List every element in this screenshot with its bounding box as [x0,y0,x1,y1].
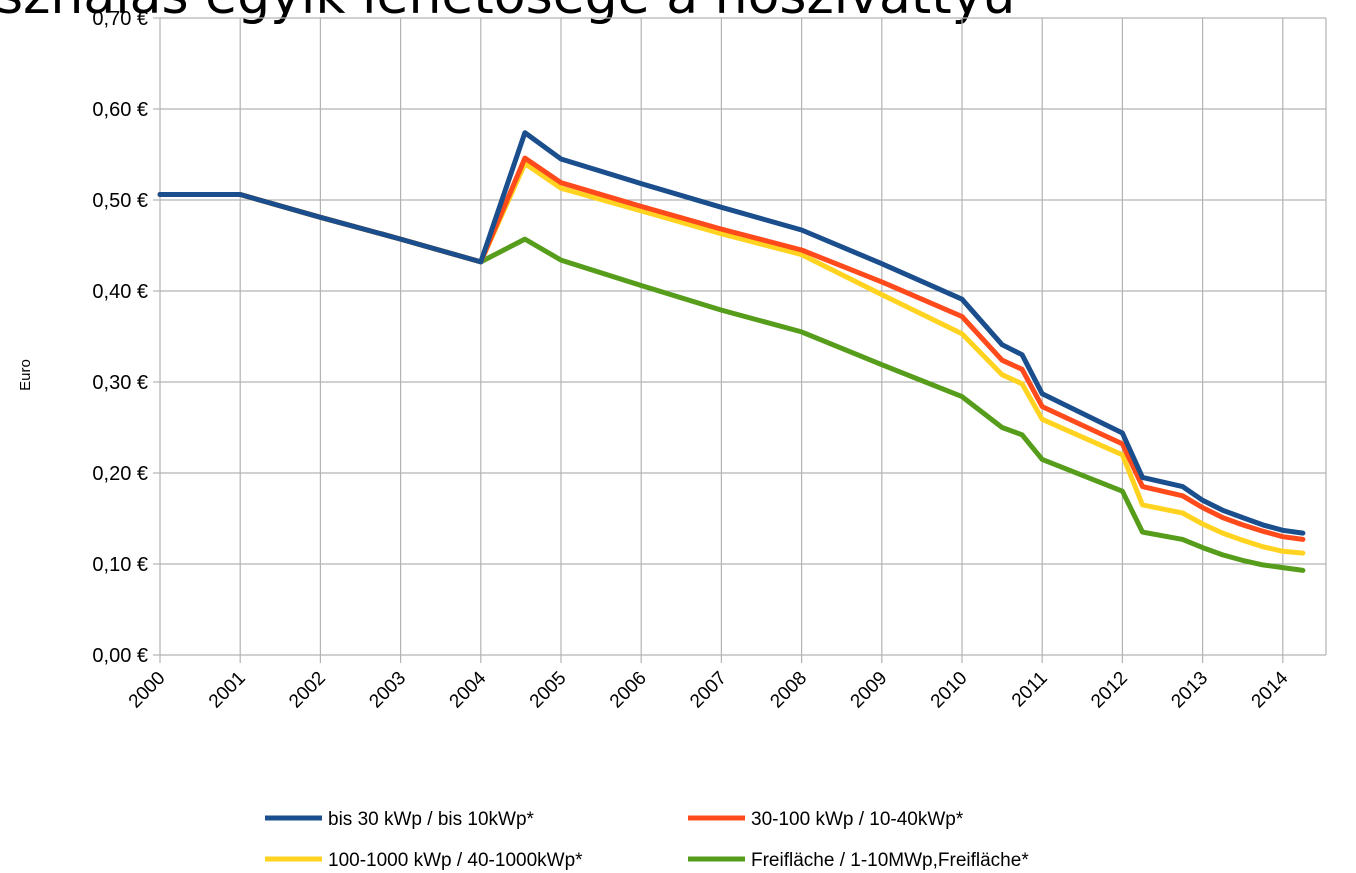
x-tick-label: 2001 [205,668,250,713]
x-tick-label: 2005 [526,668,571,713]
legend-label: 30-100 kWp / 10-40kWp* [751,809,964,830]
y-tick-label: 0,00 € [92,645,148,667]
y-tick-label: 0,10 € [92,554,148,576]
chart-grid [159,17,1327,663]
x-tick-label: 2003 [365,668,410,713]
y-tick-label: 0,30 € [92,372,148,394]
x-tick-label: 2012 [1087,668,1132,713]
x-tick-label: 2008 [766,668,811,713]
chart-series-lines [157,130,1306,573]
y-tick-label: 0,70 € [92,8,148,30]
slide-title: sználás egyik lehetősége a hőszivattyú [0,0,1015,22]
x-tick-label: 2011 [1008,668,1052,712]
x-tick-label: 2007 [686,668,731,713]
legend-label: Freifläche / 1-10MWp,Freifläche* [751,850,1029,871]
y-tick-label: 0,60 € [92,99,148,121]
x-tick-label: 2004 [446,667,491,712]
x-tick-label: 2006 [606,668,651,713]
x-tick-label: 2010 [927,668,972,713]
x-tick-label: 2013 [1167,668,1212,713]
chart-legend: bis 30 kWp / bis 10kWp* 30-100 kWp / 10-4… [265,809,1029,871]
x-tick-label: 2014 [1248,667,1293,712]
chart-axes [153,17,160,656]
legend-label: bis 30 kWp / bis 10kWp* [328,809,535,830]
y-tick-label: 0,20 € [92,463,148,485]
x-tick-label: 2009 [847,668,892,713]
x-axis-ticks: 2000 2001 2002 2003 2004 2005 2006 2007 2008 2009… [125,667,1293,712]
series-line [157,130,1306,536]
legend-label: 100-1000 kWp / 40-1000kWp* [328,850,583,871]
y-axis-ticks: 0,00 € 0,10 € 0,20 € 0,30 € 0,40 € 0,50 € 0,60… [92,8,148,667]
y-tick-label: 0,50 € [92,190,148,212]
x-tick-label: 2000 [125,668,170,713]
y-tick-label: 0,40 € [92,281,148,303]
y-axis-label: Euro [17,359,34,391]
x-tick-label: 2002 [285,668,330,713]
